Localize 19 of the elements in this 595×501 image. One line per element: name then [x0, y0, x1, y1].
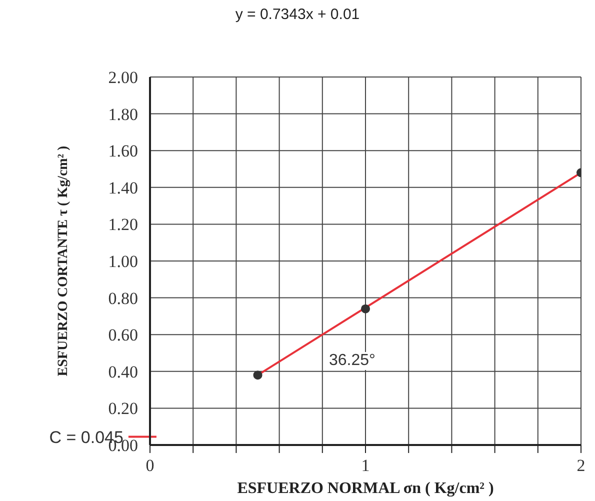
y-tick-label: 1.60 [108, 142, 138, 161]
y-tick-label: 1.40 [108, 178, 138, 198]
point [253, 370, 262, 380]
y-tick-label: 0.20 [108, 399, 138, 418]
y-tick-label: 0.40 [108, 362, 138, 382]
x-tick-label: 1 [361, 456, 370, 476]
point [360, 304, 370, 314]
y-axis-title: ESFUERZO CORTANTE τ ( Kg/cm² ) [56, 145, 71, 376]
y-tick-label: 0.80 [108, 288, 138, 308]
x-tick-label: 0 [146, 456, 154, 476]
y-tick-label: 1.80 [108, 104, 138, 124]
annotation: 36.25° [328, 352, 376, 370]
x-axis-title: ESFUERZO NORMAL σn ( Kg/cm² ) [237, 480, 494, 497]
chart-title: y = 0.7343x + 0.01 [234, 6, 361, 23]
x-tick-label: 2 [576, 456, 586, 476]
y-tick-label: 0.60 [108, 326, 138, 345]
y-tick-label: 1.20 [108, 215, 138, 234]
y-tick-label: 2.00 [108, 68, 138, 88]
y-tick-label: 1.00 [108, 252, 138, 272]
